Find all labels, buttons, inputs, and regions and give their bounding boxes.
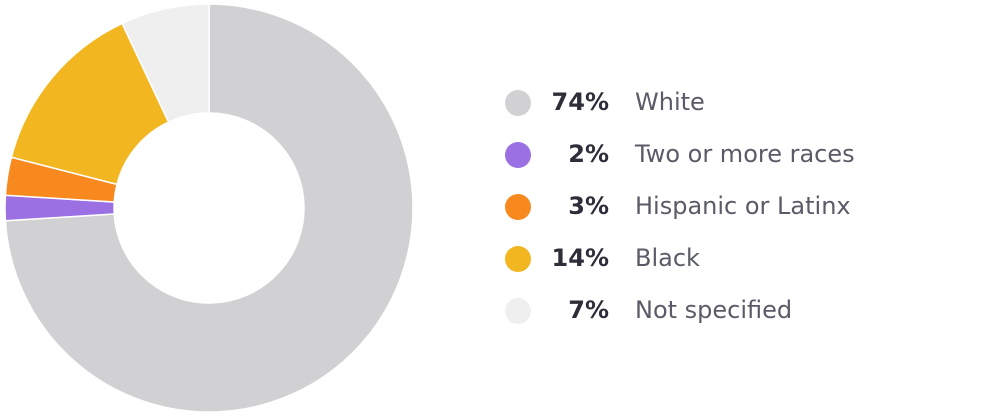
legend-swatch [505, 246, 531, 272]
legend-value: 7% [568, 296, 609, 324]
legend-swatch [505, 194, 531, 220]
legend-label: White [635, 88, 705, 116]
legend-value: 3% [568, 192, 609, 220]
legend-swatch [505, 298, 531, 324]
legend-swatch [505, 90, 531, 116]
legend-value: 2% [568, 140, 609, 168]
legend-value: 74% [552, 88, 609, 116]
legend-label: Two or more races [634, 140, 855, 168]
donut-slice [10, 22, 170, 186]
legend-label: Hispanic or Latinx [635, 192, 851, 220]
legend-label: Black [635, 244, 700, 272]
legend-label: Not specified [635, 296, 792, 324]
legend-value: 14% [552, 244, 609, 272]
donut-slice [4, 3, 414, 413]
legend-swatch [505, 142, 531, 168]
donut-slice [121, 3, 210, 124]
